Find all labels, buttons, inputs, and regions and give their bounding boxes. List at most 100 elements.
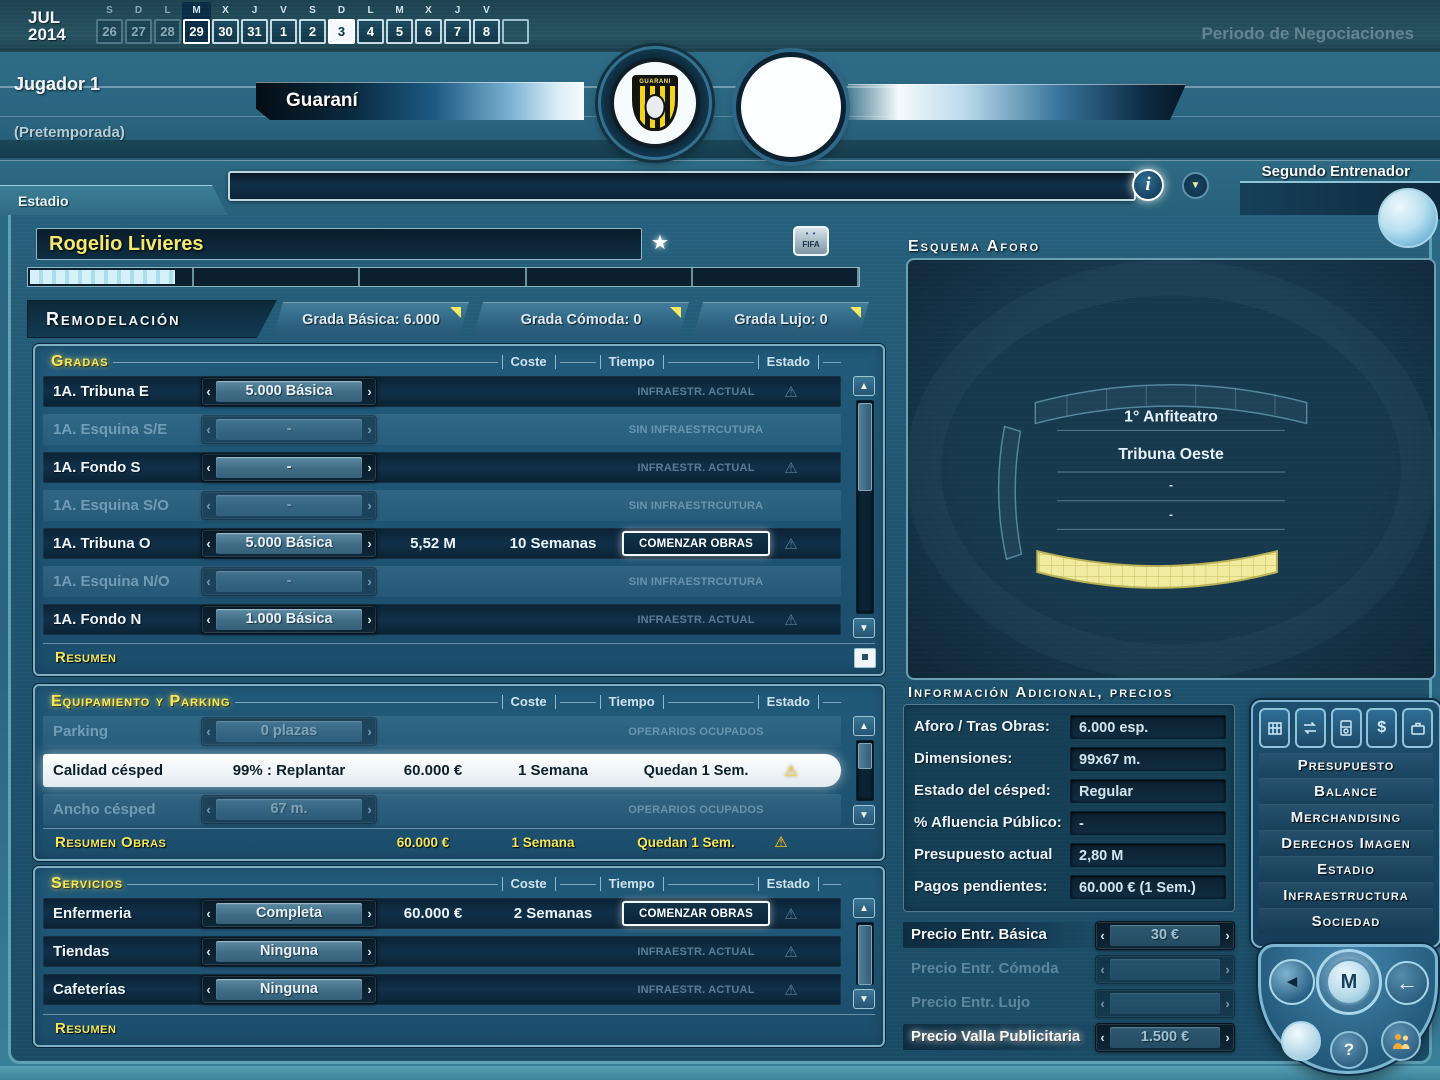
nav-help-button[interactable]: ?: [1330, 1031, 1368, 1069]
stepper-decrease-icon[interactable]: ‹: [1100, 1029, 1105, 1045]
resumen-link[interactable]: Resumen: [55, 1019, 117, 1037]
table-row-selected[interactable]: Calidad césped 99% : Replantar 60.000 € …: [43, 754, 841, 787]
scroll-track[interactable]: [856, 922, 874, 985]
scroll-down-button[interactable]: ▼: [853, 618, 875, 638]
star-icon[interactable]: ★: [651, 232, 669, 254]
scroll-thumb[interactable]: [858, 925, 872, 985]
table-row[interactable]: 1A. Tribuna O ‹ 5.000 Básica › 5,52 M 10 S…: [43, 528, 841, 559]
service-stepper[interactable]: ‹ Completa ›: [201, 899, 377, 928]
nav-exit-button[interactable]: ←: [1385, 961, 1429, 1005]
transfers-icon[interactable]: [1294, 708, 1326, 748]
table-header: Servicios Coste Tiempo Estado: [35, 868, 883, 897]
price-stepper[interactable]: ‹ 1.500 € ›: [1095, 1022, 1235, 1052]
comenzar-obras-button[interactable]: COMENZAR OBRAS: [622, 901, 770, 926]
table-row[interactable]: Enfermeria ‹ Completa › 60.000 € 2 Semanas…: [43, 898, 841, 929]
stepper-increase-icon[interactable]: ›: [1225, 1029, 1230, 1045]
team-banner: Guaraní: [256, 82, 584, 120]
stepper-decrease-icon[interactable]: ‹: [206, 460, 211, 475]
finance-icon[interactable]: $: [1366, 708, 1398, 748]
table-row[interactable]: Cafeterías ‹ Ninguna › INFRAESTR. ACTUAL ⚠: [43, 974, 841, 1005]
stadium-icon[interactable]: [1259, 708, 1290, 748]
nav-time-button[interactable]: [1281, 1021, 1321, 1061]
capacity-stepper[interactable]: ‹ 1.000 Básica ›: [201, 605, 377, 634]
menu-item-sociedad[interactable]: Sociedad: [1259, 908, 1433, 934]
briefcase-icon[interactable]: [1402, 708, 1433, 748]
stepper-increase-icon[interactable]: ›: [367, 944, 372, 959]
stepper-decrease-icon[interactable]: ‹: [206, 906, 211, 921]
remodelacion-title: Remodelación: [27, 300, 277, 338]
tab-grada-lujo[interactable]: Grada Lujo: 0: [693, 302, 869, 337]
stepper-increase-icon[interactable]: ›: [367, 536, 372, 551]
menu-item-estadio[interactable]: Estadio: [1259, 856, 1433, 882]
stepper-decrease-icon[interactable]: ‹: [206, 536, 211, 551]
tab-estadio[interactable]: Estadio: [0, 185, 228, 216]
service-stepper[interactable]: ‹ Ninguna ›: [201, 975, 377, 1004]
scroll-down-button[interactable]: ▼: [853, 989, 875, 1009]
info-button[interactable]: i: [1132, 169, 1164, 201]
gradas-rows: 1A. Tribuna E ‹ 5.000 Básica › INFRAESTR. …: [43, 376, 841, 642]
scroll-up-button[interactable]: ▲: [853, 376, 875, 396]
south-stand-highlighted[interactable]: [1036, 549, 1278, 589]
menu-item-presupuesto[interactable]: Presupuesto: [1259, 753, 1433, 778]
menu-item-derechos-imagen[interactable]: Derechos Imagen: [1259, 830, 1433, 856]
scroll-thumb[interactable]: [858, 743, 872, 769]
price-stepper[interactable]: ‹ 30 € ›: [1095, 920, 1235, 950]
table-row[interactable]: 1A. Fondo S ‹ - › INFRAESTR. ACTUAL ⚠: [43, 452, 841, 483]
scroll-up-button[interactable]: ▲: [853, 716, 875, 736]
capacity-stepper[interactable]: ‹ - ›: [201, 453, 377, 482]
stepper-increase-icon[interactable]: ›: [367, 982, 372, 997]
stepper-increase-icon[interactable]: ›: [367, 384, 372, 399]
scroll-track[interactable]: [856, 400, 874, 614]
stepper-decrease-icon[interactable]: ‹: [206, 384, 211, 399]
calendar-day[interactable]: X 30: [211, 2, 240, 44]
scroll-down-button[interactable]: ▼: [853, 805, 875, 825]
stepper-decrease-icon[interactable]: ‹: [1100, 927, 1105, 943]
capacity-stepper[interactable]: ‹ 5.000 Básica ›: [201, 377, 377, 406]
calendar-day-selected[interactable]: M 29: [182, 2, 211, 44]
dropdown-button[interactable]: ▼: [1182, 172, 1209, 199]
table-row[interactable]: 1A. Fondo N ‹ 1.000 Básica › INFRAESTR. AC…: [43, 604, 841, 635]
nav-menu-button[interactable]: M: [1316, 949, 1382, 1015]
menu-item-balance[interactable]: Balance: [1259, 778, 1433, 804]
capacity-stepper[interactable]: ‹ 5.000 Básica ›: [201, 529, 377, 558]
tactics-icon[interactable]: [1330, 708, 1362, 748]
tab-grada-comoda[interactable]: Grada Cómoda: 0: [473, 302, 689, 337]
coach-avatar[interactable]: [1378, 188, 1438, 248]
scroll-thumb[interactable]: [858, 403, 872, 491]
scroll-up-button[interactable]: ▲: [853, 898, 875, 918]
calendar-day[interactable]: D 27: [124, 2, 153, 44]
stepper-increase-icon[interactable]: ›: [367, 460, 372, 475]
stepper-decrease-icon[interactable]: ‹: [206, 612, 211, 627]
table-row[interactable]: Tiendas ‹ Ninguna › INFRAESTR. ACTUAL ⚠: [43, 936, 841, 967]
tab-grada-basica[interactable]: Grada Básica: 6.000: [273, 302, 469, 337]
menu-item-infraestructura[interactable]: Infraestructura: [1259, 882, 1433, 908]
scroll-track[interactable]: [856, 740, 874, 801]
resumen-link[interactable]: Resumen: [55, 648, 117, 666]
stepper-decrease-icon[interactable]: ‹: [206, 944, 211, 959]
stepper-increase-icon[interactable]: ›: [1225, 927, 1230, 943]
warning-triangle-icon: ⚠: [784, 535, 798, 553]
comenzar-obras-button[interactable]: COMENZAR OBRAS: [622, 531, 770, 556]
menu-item-merchandising[interactable]: Merchandising: [1259, 804, 1433, 830]
message-bar[interactable]: [228, 171, 1136, 201]
resumen-obras-link[interactable]: Resumen Obras: [55, 833, 167, 851]
service-stepper[interactable]: ‹ Ninguna ›: [201, 937, 377, 966]
calendar-day[interactable]: S 26: [95, 2, 124, 44]
nav-squad-button[interactable]: [1381, 1021, 1421, 1061]
stepper-increase-icon[interactable]: ›: [367, 612, 372, 627]
scroll-corner-button[interactable]: [854, 648, 876, 668]
calendar-day[interactable]: J 31: [240, 2, 269, 44]
nav-back-button[interactable]: ◄: [1269, 959, 1315, 1005]
stepper-increase-icon[interactable]: ›: [367, 906, 372, 921]
calendar-day[interactable]: L 28: [153, 2, 182, 44]
stepper-decrease-icon[interactable]: ‹: [206, 982, 211, 997]
table-row[interactable]: 1A. Tribuna E ‹ 5.000 Básica › INFRAESTR. …: [43, 376, 841, 407]
